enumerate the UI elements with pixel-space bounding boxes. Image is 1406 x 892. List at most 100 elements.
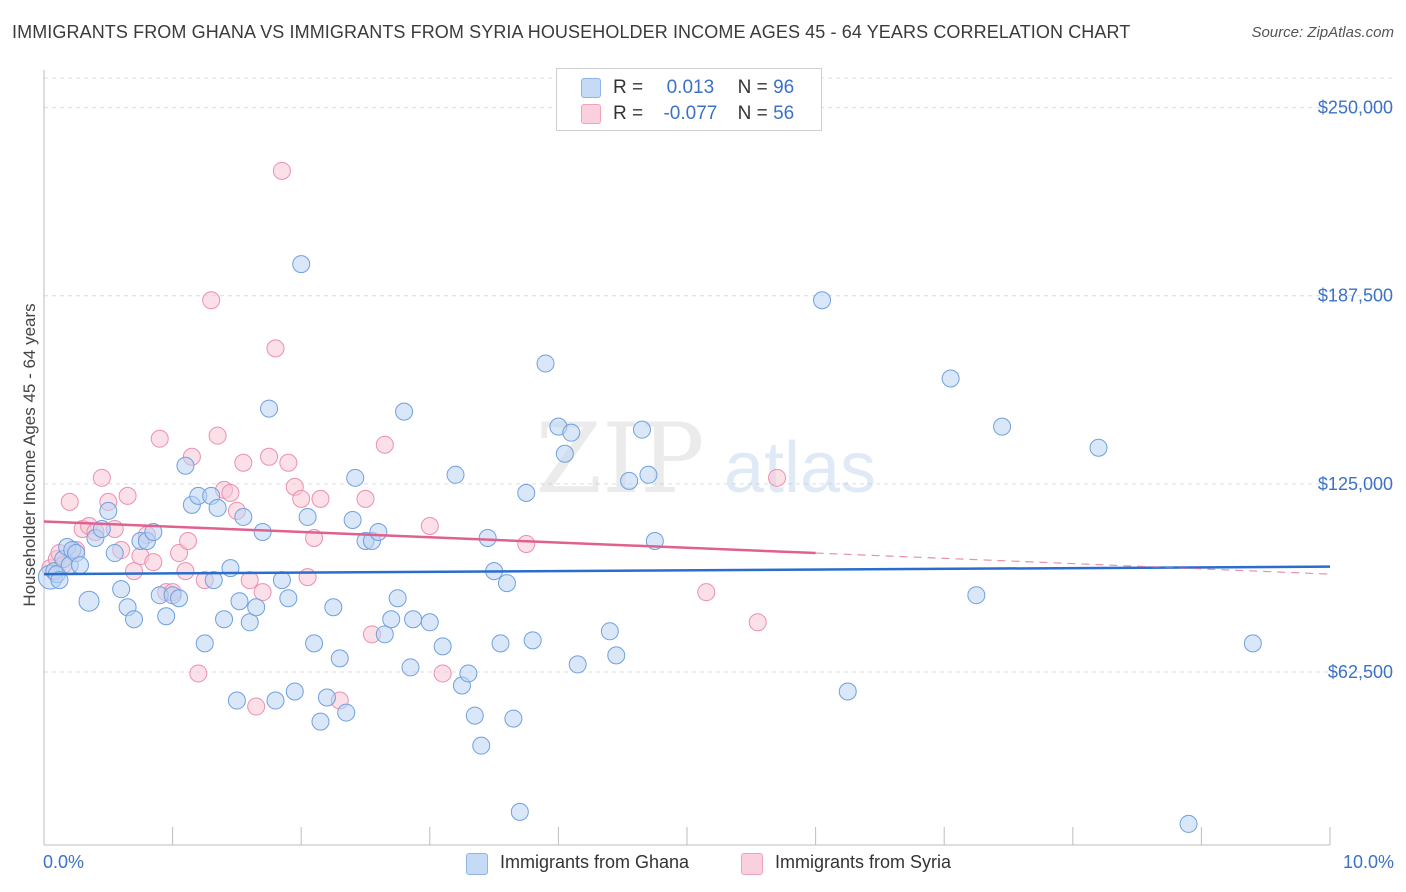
syria-point: [144, 553, 163, 572]
ghana-point: [208, 498, 227, 517]
ghana-point: [1179, 814, 1198, 833]
ghana-point: [230, 592, 249, 611]
ghana-point: [562, 423, 581, 442]
ghana-point: [420, 613, 439, 632]
syria-point: [125, 562, 144, 581]
syria-trend-line: [43, 520, 816, 555]
legend-swatch-syria: [581, 104, 601, 124]
syria-point: [92, 468, 111, 487]
source-credit: Source: ZipAtlas.com: [1251, 24, 1394, 41]
ghana-point: [99, 501, 118, 520]
syria-point: [179, 532, 198, 551]
ghana-point: [144, 522, 163, 541]
ghana-point: [517, 483, 536, 502]
trend-lines: [43, 520, 1331, 576]
n-value: 96: [773, 77, 795, 98]
ghana-point: [50, 571, 69, 590]
ghana-point: [292, 255, 311, 274]
axes: [43, 70, 1331, 846]
ghana-point: [568, 655, 587, 674]
bottom-legend-label-ghana: Immigrants from Ghana: [500, 852, 690, 872]
ghana-point: [536, 354, 555, 373]
ghana-point: [170, 589, 189, 608]
ghana-point: [253, 522, 272, 541]
syria-point: [292, 489, 311, 508]
r-value: -0.077: [663, 103, 718, 124]
syria-point: [240, 571, 259, 590]
correlation-legend: R = 0.013 N = 96 R = -0.077 N = 56: [556, 68, 822, 131]
ghana-point: [375, 625, 394, 644]
ghana-point: [204, 571, 223, 590]
ghana-point: [112, 580, 131, 599]
ghana-point: [555, 444, 574, 463]
ghana-point: [1089, 438, 1108, 457]
syria-point: [272, 161, 291, 180]
syria-point: [298, 568, 317, 587]
ghana-point: [478, 529, 497, 548]
ghana-point: [632, 420, 651, 439]
chart-title: IMMIGRANTS FROM GHANA VS IMMIGRANTS FROM…: [12, 22, 1131, 42]
watermark: ZIP atlas: [535, 403, 876, 515]
syria-point: [311, 489, 330, 508]
syria-point: [176, 562, 195, 581]
ghana-point: [215, 610, 234, 629]
ghana-point: [330, 649, 349, 668]
y-tick-labels: $62,500 $125,000 $187,500 $250,000: [1318, 98, 1393, 682]
ghana-point: [993, 417, 1012, 436]
syria-point: [202, 291, 221, 310]
ghana-point: [195, 634, 214, 653]
ghana-point: [620, 471, 639, 490]
ghana-point: [285, 682, 304, 701]
ghana-point: [497, 574, 516, 593]
ghana-point: [504, 709, 523, 728]
y-tick-label: $250,000: [1318, 98, 1393, 118]
ghana-point: [388, 589, 407, 608]
syria-point: [189, 664, 208, 683]
ghana-point: [523, 631, 542, 650]
ghana-point: [382, 610, 401, 629]
bottom-legend-swatch-ghana: [466, 853, 488, 875]
syria-point: [375, 435, 394, 454]
syria-point: [253, 583, 272, 602]
ghana-point: [234, 507, 253, 526]
ghana-point: [639, 465, 658, 484]
y-tick-label: $62,500: [1328, 662, 1393, 682]
syria-point: [170, 544, 189, 563]
ghana-point: [272, 571, 291, 590]
ghana-point: [491, 634, 510, 653]
syria-point: [697, 583, 716, 602]
bottom-legend-label-syria: Immigrants from Syria: [775, 852, 952, 872]
ghana-point: [967, 586, 986, 605]
ghana-point: [247, 598, 266, 617]
ghana-point: [71, 556, 90, 575]
syria-point: [279, 453, 298, 472]
ghana-point: [240, 613, 259, 632]
syria-point: [260, 447, 279, 466]
r-label: R =: [613, 77, 644, 98]
x-tick-min: 0.0%: [43, 852, 85, 872]
syria-point: [266, 339, 285, 358]
n-value: 56: [773, 103, 795, 124]
ghana-point: [324, 598, 343, 617]
ghana-point: [472, 736, 491, 755]
syria-trend-extension: [815, 552, 1331, 575]
r-value: 0.013: [666, 77, 715, 98]
syria-point: [150, 429, 169, 448]
ghana-point: [465, 706, 484, 725]
ghana-point: [401, 658, 420, 677]
ghana-point: [346, 468, 365, 487]
legend-text-syria: R = -0.077 N = 56: [613, 103, 794, 125]
ghana-point: [607, 646, 626, 665]
syria-point: [208, 426, 227, 445]
ghana-point: [941, 369, 960, 388]
ghana-point: [337, 703, 356, 722]
syria-point: [234, 453, 253, 472]
ghana-point: [317, 688, 336, 707]
ghana-point: [1243, 634, 1262, 653]
y-tick-label: $187,500: [1318, 286, 1393, 306]
ghana-point: [343, 510, 362, 529]
ghana-point: [311, 712, 330, 731]
ghana-point: [105, 544, 124, 563]
syria-point: [118, 486, 137, 505]
ghana-point: [298, 507, 317, 526]
